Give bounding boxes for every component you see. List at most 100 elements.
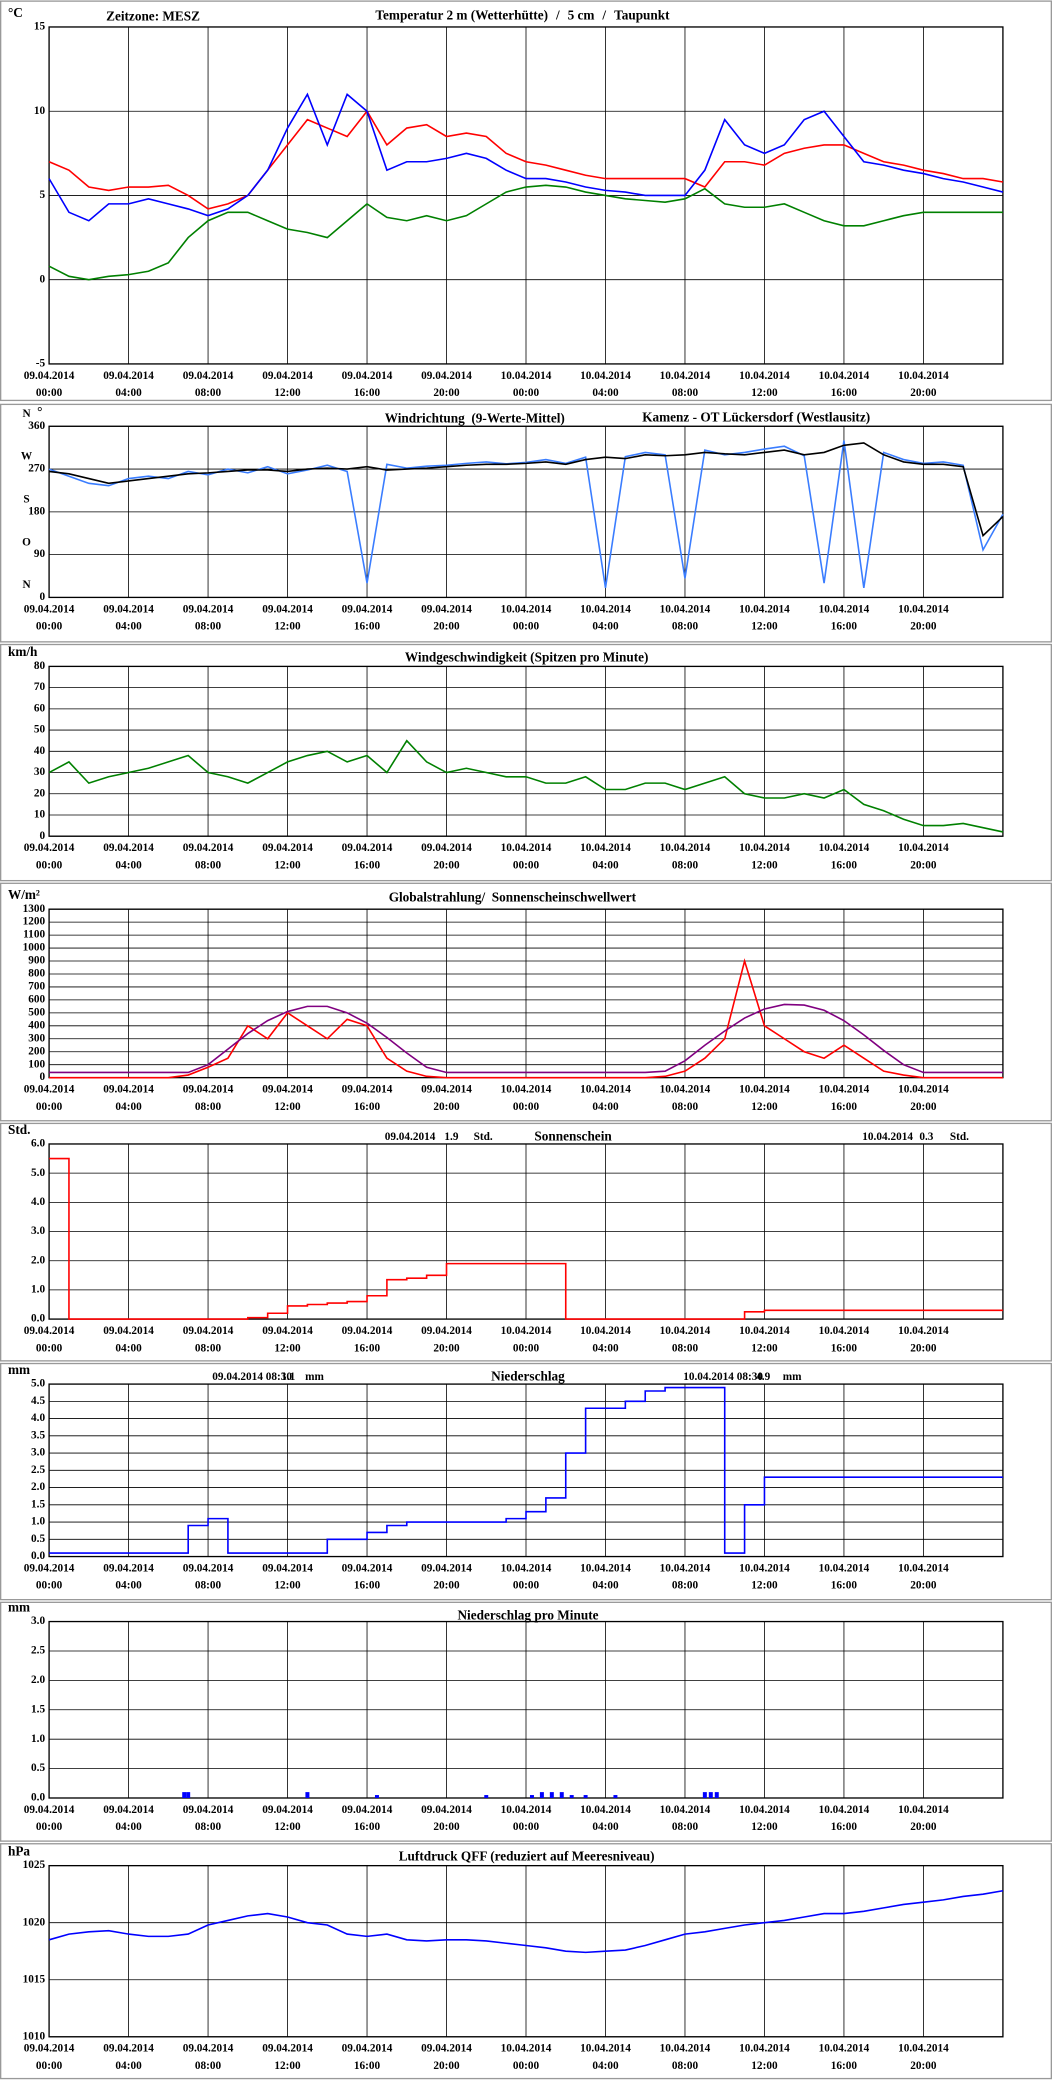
y-tick-label: 270: [28, 463, 45, 475]
y-tick-label: 1020: [23, 1916, 46, 1928]
y-tick-label: 500: [28, 1006, 45, 1018]
y-tick-label: 3.0: [31, 1615, 45, 1627]
x-tick-label: 10.04.2014 08:00: [660, 842, 711, 871]
x-tick-label: 09.04.2014 12:00: [262, 1083, 313, 1112]
x-tick-label: 10.04.2014 00:00: [501, 1804, 552, 1833]
bar: [569, 1795, 574, 1798]
series-line: [48, 1889, 1004, 1954]
summary-date: 10.04.2014 08:30: [683, 1371, 763, 1383]
x-tick-label: 10.04.2014 12:00: [739, 1562, 790, 1591]
series-line: [49, 1003, 1003, 1074]
y-tick-label: 0.5: [31, 1762, 45, 1774]
y-tick-label: 5.0: [31, 1167, 45, 1179]
y-tick-label: 50: [34, 724, 46, 736]
y-tick-label: 20: [34, 787, 46, 799]
panel-frame: [0, 1122, 1052, 1362]
summary-value: 4.9: [756, 1371, 770, 1383]
x-tick-label: 09.04.2014 20:00: [421, 1804, 472, 1833]
bar: [186, 1792, 191, 1798]
bar: [702, 1792, 707, 1798]
y-tick-label: 3.0: [31, 1225, 45, 1237]
x-tick-label: 10.04.2014 04:00: [580, 369, 631, 398]
y-tick-label: 1025: [23, 1859, 46, 1871]
y-tick-label: 2.0: [31, 1674, 45, 1686]
x-tick-label: 09.04.2014 00:00: [24, 603, 75, 632]
y-tick-label: 2.0: [31, 1481, 45, 1493]
chart-title: Luftdruck QFF (reduziert auf Meeresnivea…: [399, 1849, 655, 1864]
x-tick-label: 10.04.2014 16:00: [819, 603, 870, 632]
x-tick-label: 09.04.2014 08:00: [183, 2042, 234, 2071]
x-tick-label: 10.04.2014 12:00: [739, 1325, 790, 1354]
x-tick-label: 10.04.2014 04:00: [580, 2042, 631, 2071]
x-tick-label: 09.04.2014 00:00: [24, 1562, 75, 1591]
y-tick-label: 0.0: [31, 1313, 45, 1325]
x-tick-label: 09.04.2014 20:00: [421, 2042, 472, 2071]
x-tick-label: 09.04.2014 12:00: [262, 1804, 313, 1833]
y-tick-label: 90: [34, 548, 46, 560]
y-tick-label: 1010: [23, 2030, 46, 2042]
y-unit: mm: [8, 1362, 30, 1377]
x-tick-label: 10.04.2014 16:00: [819, 369, 870, 398]
series-line: [48, 440, 1004, 589]
x-tick-label: 10.04.2014 00:00: [501, 603, 552, 632]
summary-date: 10.04.2014: [862, 1131, 913, 1143]
chart-title: Windgeschwindigkeit (Spitzen pro Minute): [405, 649, 649, 664]
series-line: [48, 442, 1004, 538]
x-tick-label: 09.04.2014 16:00: [342, 369, 393, 398]
x-tick-label: 09.04.2014 20:00: [421, 1325, 472, 1354]
y-tick-label: 400: [28, 1019, 45, 1031]
y-tick-label: 15: [34, 21, 46, 33]
y-tick-label: 0.0: [31, 1792, 45, 1804]
y-unit: mm: [8, 1599, 30, 1614]
x-tick-label: 10.04.2014 20:00: [898, 842, 949, 871]
y-tick-label: 2.0: [31, 1254, 45, 1266]
summary-unit: mm: [783, 1371, 802, 1383]
x-tick-label: 09.04.2014 12:00: [262, 842, 313, 871]
y-tick-label: 1.5: [31, 1703, 45, 1715]
summary-date: 09.04.2014 08:30: [212, 1371, 292, 1383]
timezone: Zeitzone: MESZ: [106, 9, 200, 24]
x-tick-label: 09.04.2014 16:00: [342, 1562, 393, 1591]
x-tick-label: 10.04.2014 08:00: [660, 1083, 711, 1112]
x-tick-label: 09.04.2014 16:00: [342, 603, 393, 632]
x-tick-label: 10.04.2014 12:00: [739, 842, 790, 871]
y-unit: °: [37, 404, 42, 419]
y-unit: Std.: [8, 1122, 30, 1137]
y-tick-label: 1200: [23, 916, 46, 928]
plot-frame: [48, 1383, 1004, 1558]
x-tick-label: 10.04.2014 00:00: [501, 369, 552, 398]
y-tick-label: 0: [39, 591, 45, 603]
bar: [708, 1792, 713, 1798]
y-tick-label: 60: [34, 702, 46, 714]
y-unit: °C: [8, 5, 23, 20]
x-tick-label: 09.04.2014 00:00: [24, 1083, 75, 1112]
x-tick-label: 10.04.2014 20:00: [898, 1562, 949, 1591]
x-tick-label: 10.04.2014 08:00: [660, 1804, 711, 1833]
x-tick-label: 09.04.2014 12:00: [262, 603, 313, 632]
x-tick-label: 09.04.2014 00:00: [24, 842, 75, 871]
series-line: [49, 1386, 1003, 1554]
y-tick-label: 70: [34, 681, 46, 693]
plot-frame: [48, 1864, 1004, 2038]
x-tick-label: 09.04.2014 08:00: [183, 369, 234, 398]
y-tick-label: 200: [28, 1045, 45, 1057]
x-tick-label: 10.04.2014 08:00: [660, 603, 711, 632]
legend-entry: Temperatur 2 m (Wetterhütte): [375, 7, 548, 22]
summary-value: 1.9: [444, 1131, 458, 1143]
x-tick-label: 10.04.2014 00:00: [501, 1325, 552, 1354]
x-tick-label: 10.04.2014 00:00: [501, 1083, 552, 1112]
bar: [549, 1792, 554, 1798]
x-tick-label: 10.04.2014 04:00: [580, 842, 631, 871]
y-tick-label: 5: [39, 189, 45, 201]
x-tick-label: 09.04.2014 16:00: [342, 1325, 393, 1354]
y-tick-label: 600: [28, 993, 45, 1005]
x-tick-label: 10.04.2014 16:00: [819, 2042, 870, 2071]
summary-value: 0.3: [919, 1131, 933, 1143]
x-tick-label: 10.04.2014 20:00: [898, 1804, 949, 1833]
chart-title: Sonnenschein: [534, 1128, 612, 1143]
y-tick-label: 3.0: [31, 1447, 45, 1459]
x-tick-label: 09.04.2014 00:00: [24, 2042, 75, 2071]
x-tick-label: 09.04.2014 12:00: [262, 369, 313, 398]
plot-frame: [48, 26, 1004, 365]
